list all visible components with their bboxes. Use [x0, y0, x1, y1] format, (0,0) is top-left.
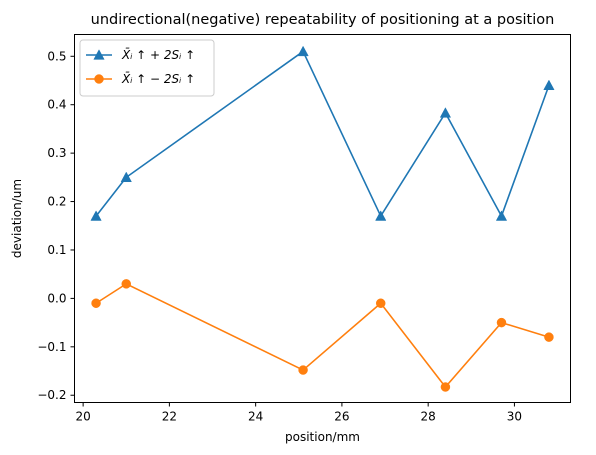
data-point — [297, 45, 309, 57]
series-layer — [90, 45, 555, 392]
plot-area — [74, 34, 571, 403]
y-tick-label: 0.5 — [47, 49, 66, 63]
series-1 — [90, 45, 555, 221]
data-point — [544, 332, 554, 342]
y-tick-label: 0.4 — [47, 98, 66, 112]
legend: X̄ᵢ ↑ + 2Sᵢ ↑ X̄ᵢ ↑ − 2Sᵢ ↑ — [79, 39, 215, 97]
data-point — [375, 298, 386, 308]
chart-title: undirectional(negative) repeatability of… — [91, 12, 555, 28]
series-line — [95, 283, 550, 388]
data-point — [440, 382, 451, 392]
data-point — [298, 365, 308, 375]
y-tick-label: −0.2 — [37, 388, 66, 402]
y-tick-label: 0.2 — [47, 195, 66, 209]
data-point — [439, 107, 452, 118]
legend-label: X̄ᵢ ↑ − 2Sᵢ ↑ — [121, 72, 195, 86]
x-tick-label: 30 — [507, 410, 522, 424]
legend-box — [79, 39, 215, 97]
data-point — [543, 79, 555, 91]
legend-item: X̄ᵢ ↑ − 2Sᵢ ↑ — [86, 72, 195, 86]
data-point — [91, 298, 101, 308]
series-2 — [91, 279, 554, 392]
x-axis-label: position/mm — [285, 430, 360, 444]
data-point — [375, 210, 387, 221]
legend-marker — [93, 49, 105, 60]
legend-item: X̄ᵢ ↑ + 2Sᵢ ↑ — [86, 48, 195, 62]
legend-label: X̄ᵢ ↑ + 2Sᵢ ↑ — [121, 48, 195, 62]
y-axis: −0.2 −0.1 0.0 0.1 0.2 0.3 0.4 0.5 — [37, 49, 75, 402]
x-tick-label: 28 — [421, 410, 436, 424]
x-tick-label: 26 — [334, 410, 349, 424]
data-point — [90, 210, 102, 221]
data-point — [496, 317, 507, 328]
y-axis-label: deviation/um — [10, 179, 24, 258]
x-tick-label: 22 — [162, 410, 177, 424]
data-point — [121, 279, 132, 289]
x-axis: 20 22 24 26 28 30 — [75, 402, 522, 424]
x-tick-label: 20 — [75, 410, 90, 424]
y-tick-label: 0.0 — [47, 291, 66, 305]
legend-marker — [94, 74, 104, 84]
y-tick-label: 0.3 — [47, 146, 66, 160]
data-point — [495, 210, 508, 221]
data-point — [120, 171, 132, 183]
y-tick-label: 0.1 — [47, 243, 66, 257]
y-tick-label: −0.1 — [37, 340, 66, 354]
x-tick-label: 24 — [248, 410, 263, 424]
